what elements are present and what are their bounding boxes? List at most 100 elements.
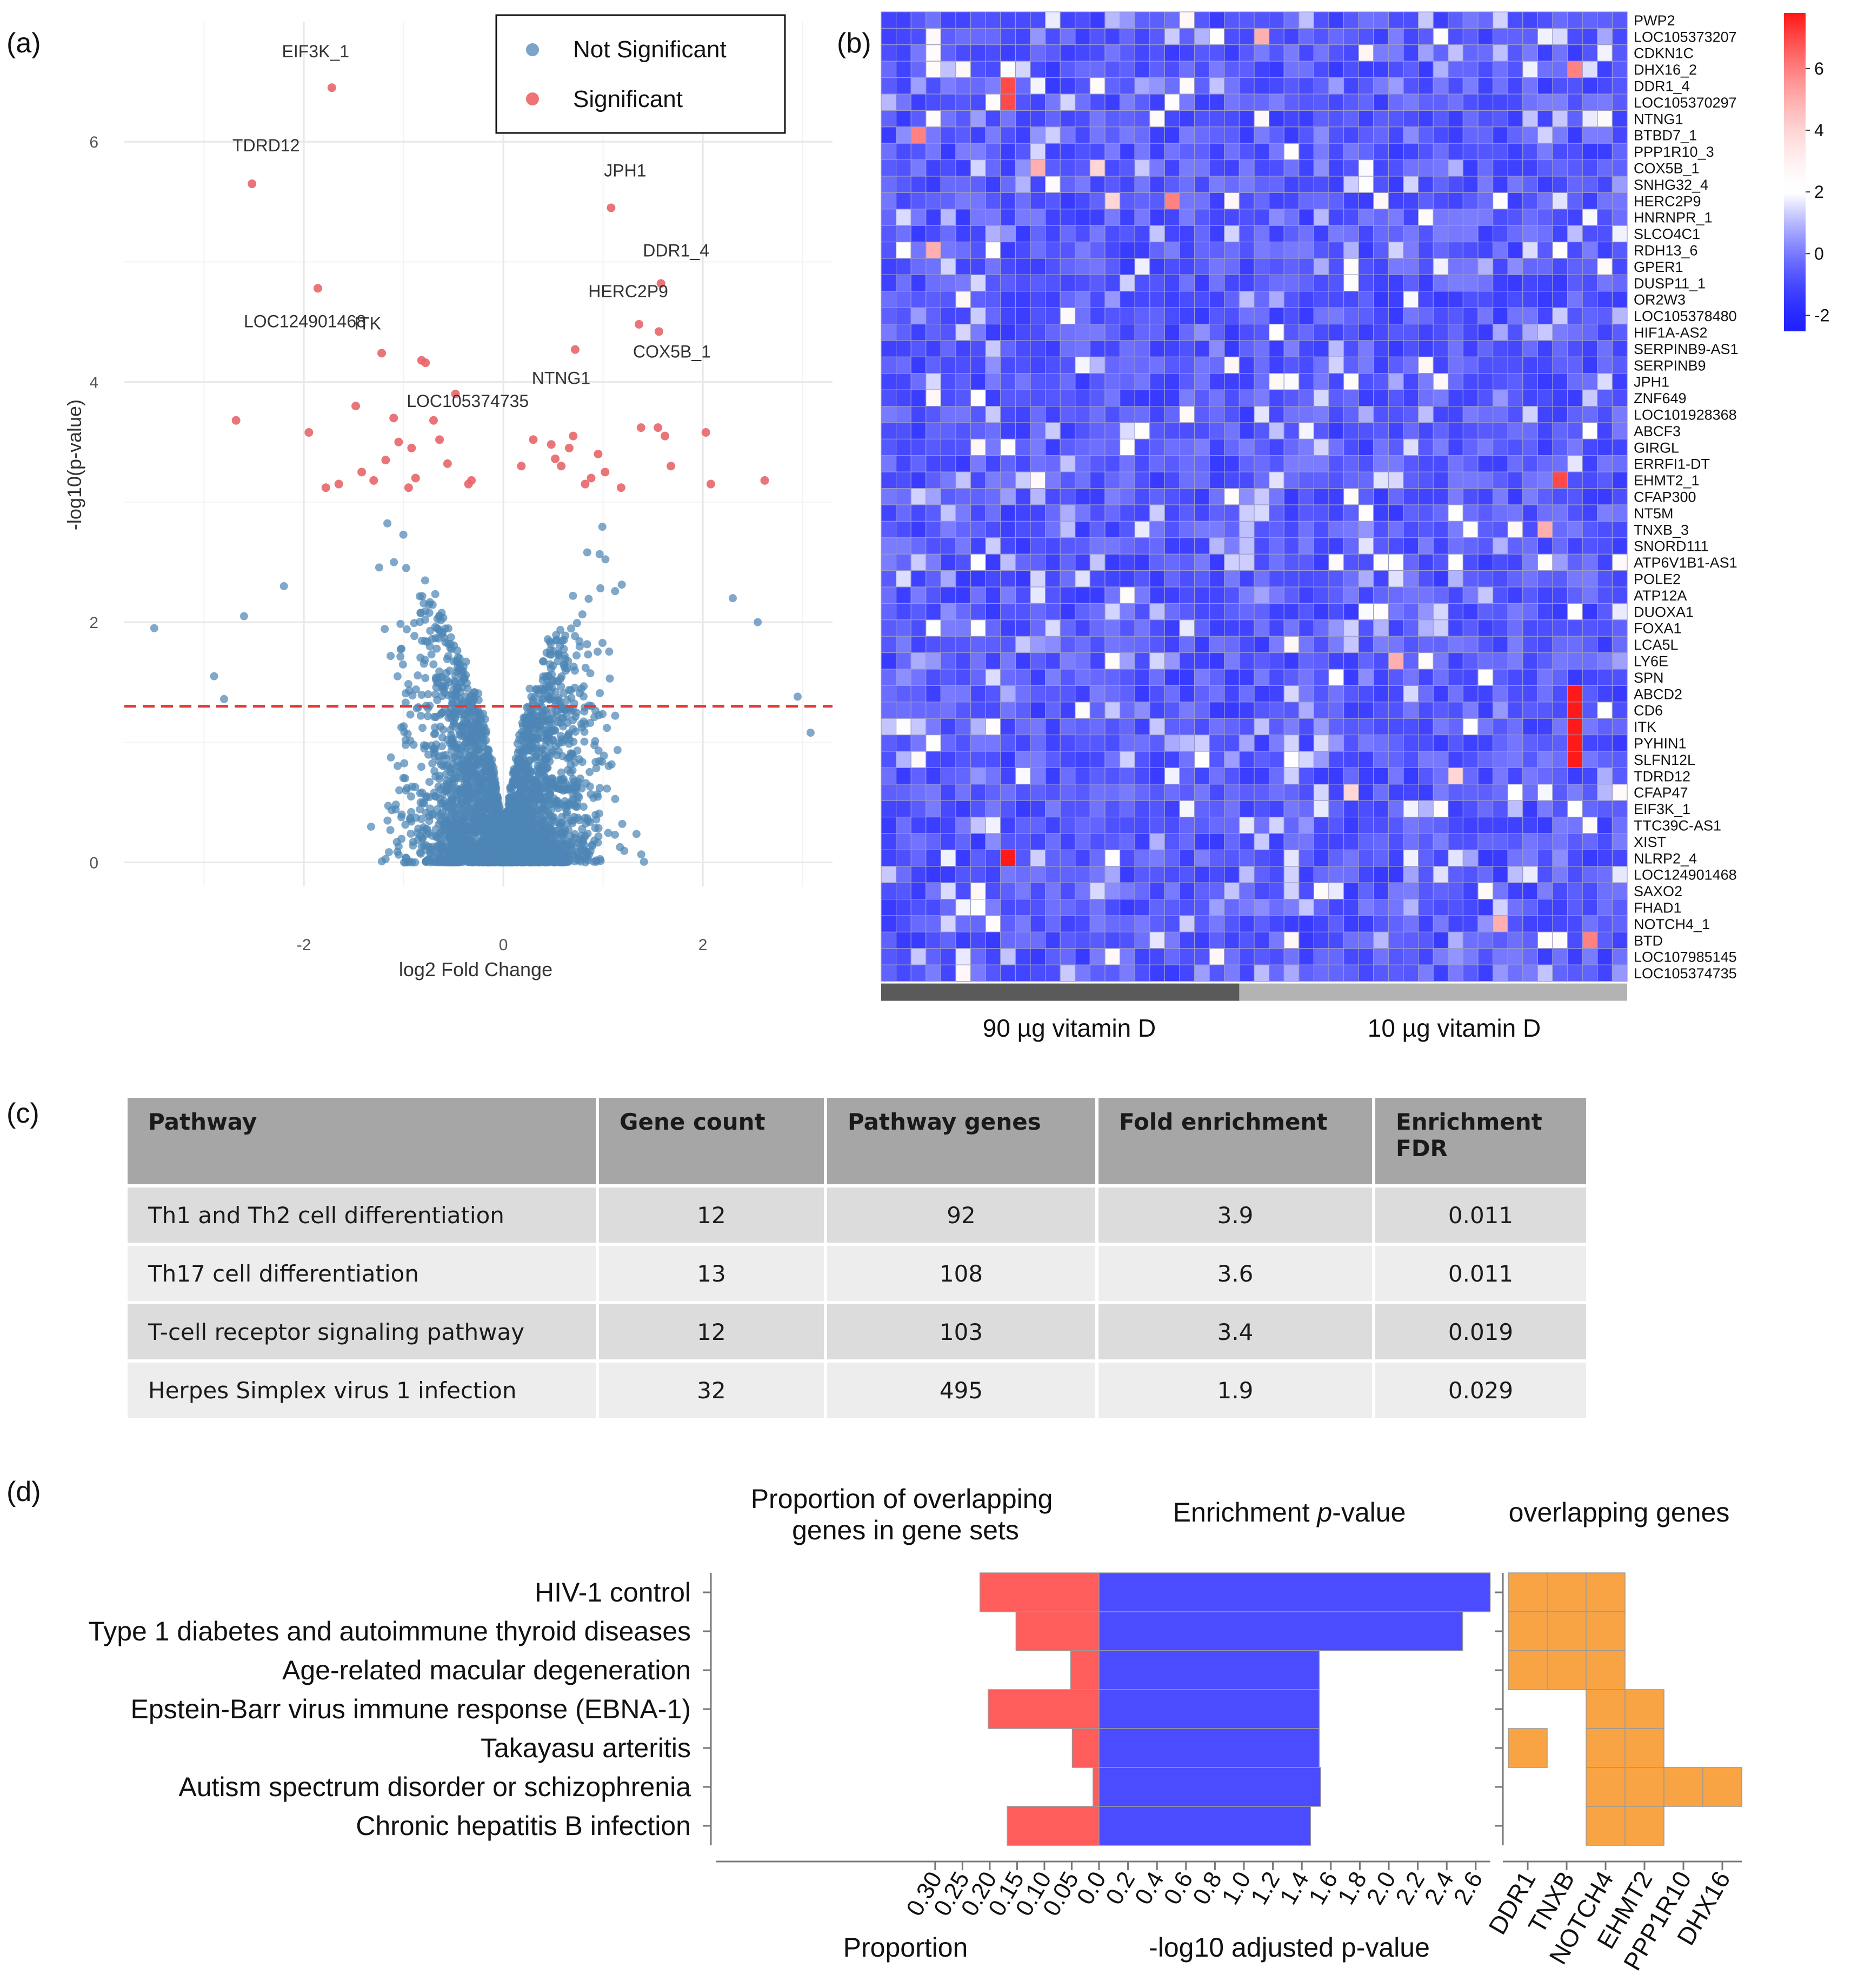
heatmap-cell [1433, 340, 1449, 357]
volcano-point [415, 592, 424, 601]
heatmap-cell [1000, 553, 1016, 571]
volcano-point [449, 718, 458, 727]
heatmap-cell [1224, 570, 1240, 588]
heatmap-cell [1283, 455, 1300, 472]
heatmap-cell [985, 242, 1001, 259]
heatmap-cell [1462, 11, 1479, 29]
heatmap-cell [1104, 488, 1121, 505]
heatmap-cell [1015, 356, 1031, 374]
heatmap-cell [1417, 438, 1434, 456]
heatmap-cell [985, 373, 1001, 390]
heatmap-cell [1537, 570, 1553, 588]
heatmap-cell [1537, 159, 1553, 177]
heatmap-cell [1328, 307, 1344, 325]
heatmap-cell [1299, 455, 1314, 472]
heatmap-cell [881, 143, 897, 161]
heatmap-cell [1075, 307, 1090, 325]
volcano-point [466, 711, 475, 719]
heatmap-cell [1612, 94, 1628, 111]
heatmap-cell [1462, 455, 1479, 472]
volcano-point [377, 857, 386, 866]
heatmap-cell [1194, 455, 1210, 472]
heatmap-cell [1104, 389, 1121, 407]
heatmap-cell [926, 455, 942, 472]
heatmap-cell [926, 422, 942, 439]
volcano-point [456, 774, 464, 783]
heatmap-cell [985, 126, 1001, 144]
heatmap-cell [1597, 389, 1613, 407]
heatmap-cell [1060, 438, 1076, 456]
heatmap-cell [1224, 504, 1240, 522]
heatmap-cell [1015, 340, 1031, 357]
heatmap-cell [1597, 356, 1613, 374]
heatmap-cell [1045, 323, 1061, 341]
volcano-point [592, 815, 601, 824]
heatmap-cell [1134, 389, 1150, 407]
heatmap-cell [1239, 340, 1255, 357]
heatmap-cell [1239, 586, 1255, 604]
heatmap-cell [1612, 307, 1628, 325]
heatmap-cell [1477, 11, 1494, 29]
heatmap-cell [1477, 504, 1494, 522]
heatmap-cell [1299, 553, 1314, 571]
heatmap-cell [910, 242, 927, 259]
heatmap-cell [1015, 159, 1031, 177]
heatmap-cell [1507, 126, 1523, 144]
heatmap-cell [985, 438, 1001, 456]
heatmap-cell [1164, 77, 1180, 95]
heatmap-cell [1477, 192, 1494, 210]
heatmap-cell [1313, 28, 1329, 45]
heatmap-cell [1149, 340, 1165, 357]
heatmap-cell [1089, 422, 1106, 439]
volcano-point [386, 826, 395, 835]
heatmap-cell [1343, 94, 1359, 111]
heatmap-cell [1045, 537, 1061, 555]
heatmap-cell [1403, 438, 1419, 456]
heatmap-cell [1462, 94, 1479, 111]
heatmap-cell [1313, 44, 1329, 62]
heatmap-cell [1492, 192, 1508, 210]
heatmap-cell [1194, 274, 1210, 292]
volcano-point [484, 791, 492, 799]
heatmap-cell [1358, 126, 1374, 144]
volcano-point [536, 856, 545, 865]
heatmap-cell [1075, 521, 1090, 538]
heatmap-cell [1477, 471, 1494, 489]
heatmap-cell [1075, 438, 1090, 456]
heatmap-cell [926, 291, 942, 308]
heatmap-cell [1134, 323, 1150, 341]
volcano-point [420, 599, 428, 608]
heatmap-cell [1477, 242, 1494, 259]
volcano-significant-point [327, 83, 336, 92]
heatmap-cell [926, 307, 942, 325]
volcano-point [594, 838, 602, 847]
heatmap-cell [1209, 553, 1225, 571]
heatmap-cell [1597, 291, 1613, 308]
heatmap-cell [1537, 61, 1553, 78]
volcano-point [605, 648, 614, 656]
heatmap-cell [1552, 242, 1568, 259]
heatmap-cell [1015, 471, 1031, 489]
heatmap-cell [1283, 323, 1300, 341]
heatmap-cell [895, 471, 911, 489]
heatmap-cell [1492, 570, 1508, 588]
heatmap-cell [1120, 438, 1135, 456]
heatmap-cell [1567, 159, 1583, 177]
heatmap-cell [895, 94, 911, 111]
heatmap-cell [1582, 455, 1598, 472]
heatmap-cell [1104, 77, 1121, 95]
heatmap-cell [926, 488, 942, 505]
volcano-point [416, 832, 424, 840]
heatmap-cell [1164, 61, 1180, 78]
heatmap-cell [1507, 356, 1523, 374]
heatmap-cell [1194, 176, 1210, 193]
heatmap-cell [1030, 192, 1046, 210]
heatmap-cell [1477, 176, 1494, 193]
heatmap-cell [1224, 28, 1240, 45]
heatmap-cell [1612, 258, 1628, 275]
heatmap-cell [1448, 274, 1464, 292]
volcano-point [537, 789, 546, 797]
heatmap-cell [970, 44, 986, 62]
heatmap-cell [1239, 438, 1255, 456]
heatmap-cell [1552, 44, 1568, 62]
